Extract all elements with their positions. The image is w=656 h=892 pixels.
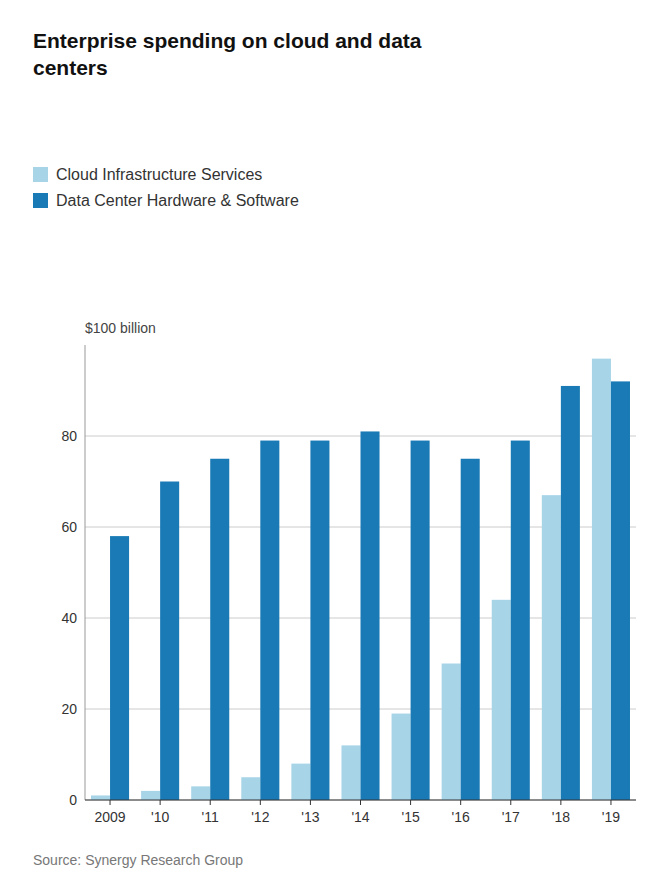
legend-swatch [33, 193, 48, 208]
bar [160, 482, 179, 801]
y-tick-label: 20 [61, 701, 77, 717]
x-tick [110, 800, 111, 805]
y-tick-label: 60 [61, 519, 77, 535]
y-axis-line [85, 345, 86, 800]
x-tick-label: '13 [301, 809, 319, 825]
x-tick [510, 800, 511, 805]
y-tick-label: 40 [61, 610, 77, 626]
bar [310, 441, 329, 800]
x-tick [410, 800, 411, 805]
x-tick [210, 800, 211, 805]
bar [492, 600, 511, 800]
bar [210, 459, 229, 800]
legend: Cloud Infrastructure Services Data Center… [33, 166, 299, 209]
legend-label: Cloud Infrastructure Services [56, 166, 262, 183]
x-tick [560, 800, 561, 805]
bar [110, 536, 129, 800]
x-tick-label: '19 [602, 809, 620, 825]
bar [611, 381, 630, 800]
x-tick-label: 2009 [94, 809, 125, 825]
x-tick-label: '18 [552, 809, 570, 825]
bar [260, 441, 279, 800]
x-tick [310, 800, 311, 805]
y-tick-label: 80 [61, 428, 77, 444]
legend-swatch [33, 167, 48, 182]
chart: Enterprise spending on cloud and datacen… [0, 0, 656, 892]
x-tick [460, 800, 461, 805]
x-tick [610, 800, 611, 805]
bar [561, 386, 580, 800]
x-tick-label: '12 [251, 809, 269, 825]
y-tick-label: 0 [69, 792, 77, 808]
x-tick-label: '15 [401, 809, 419, 825]
x-tick-label: '11 [202, 809, 219, 825]
bar [141, 791, 160, 800]
title: Enterprise spending on cloud and datacen… [33, 29, 422, 79]
x-tick-label: '17 [502, 809, 520, 825]
x-tick-label: '16 [452, 809, 470, 825]
bar [361, 431, 380, 800]
bar [592, 359, 611, 800]
x-tick [260, 800, 261, 805]
legend-label: Data Center Hardware & Software [56, 192, 299, 209]
bar [191, 786, 210, 800]
bar [511, 441, 530, 800]
x-tick [160, 800, 161, 805]
x-tick-label: '14 [351, 809, 369, 825]
bar [442, 664, 461, 801]
bar [341, 745, 360, 800]
bar [91, 795, 110, 800]
x-tick-label: '10 [151, 809, 169, 825]
source: Source: Synergy Research Group [33, 852, 243, 868]
bar [461, 459, 480, 800]
bars [91, 359, 630, 800]
bar [411, 441, 430, 800]
bar [291, 764, 310, 800]
bar [392, 714, 411, 800]
bar [241, 777, 260, 800]
x-tick [360, 800, 361, 805]
y-label: $100 billion [85, 320, 156, 336]
bar [542, 495, 561, 800]
